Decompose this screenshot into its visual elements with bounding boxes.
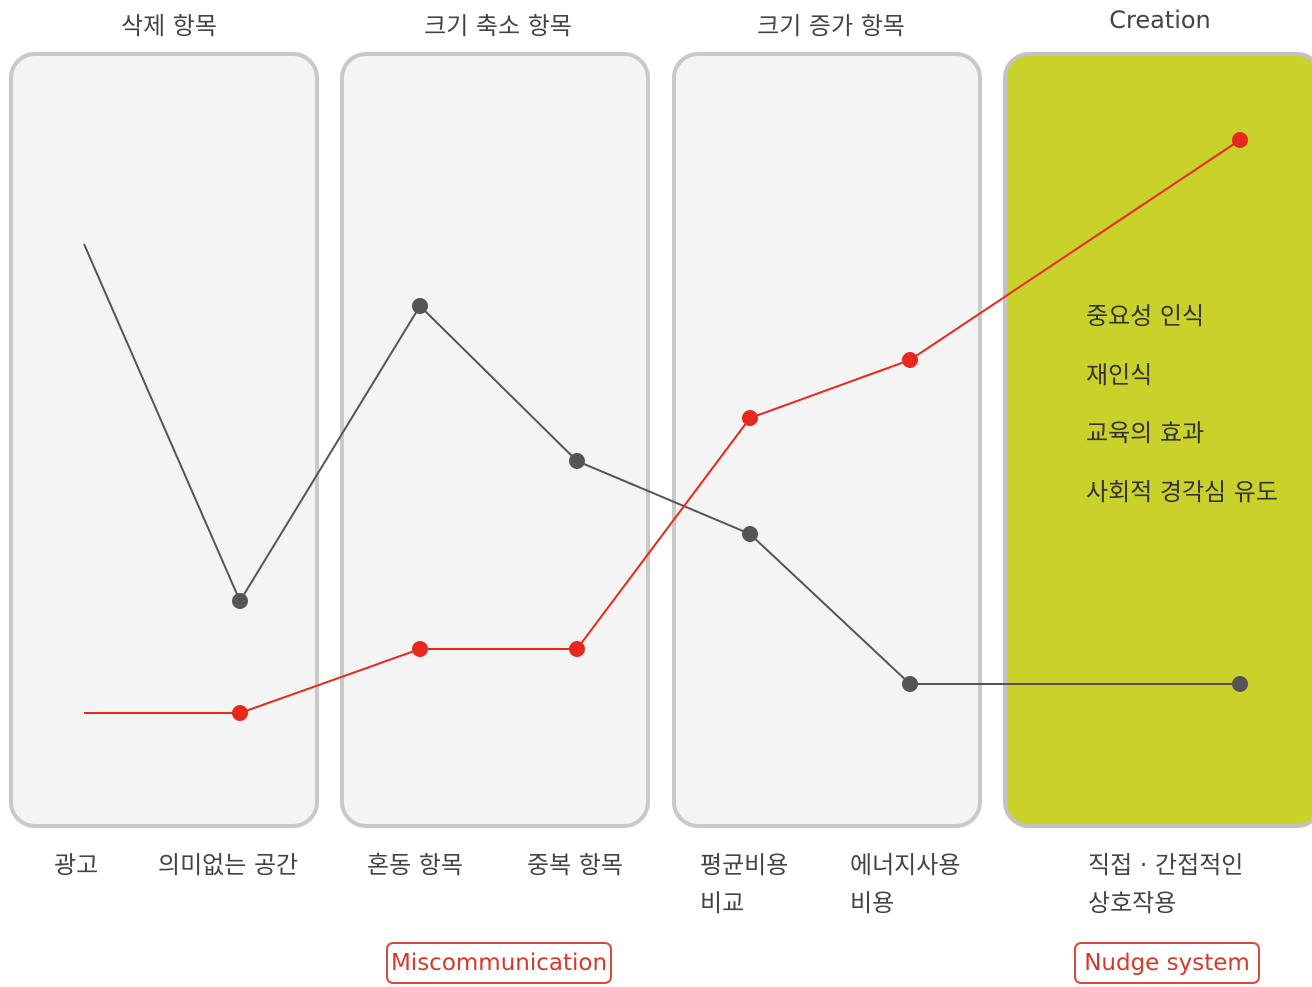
gray-points	[232, 298, 1248, 692]
panel-deletion	[9, 52, 319, 828]
panel-title-size-reduction: 크기 축소 항목	[424, 12, 572, 40]
x-label-line: 에너지사용	[850, 851, 961, 879]
red-point	[232, 705, 248, 721]
red-point	[1232, 132, 1248, 148]
x-label-energy-cost: 에너지사용 비용	[850, 846, 960, 922]
x-label-interaction: 직접 · 간접적인 상호작용	[1088, 846, 1243, 922]
x-label-line: 평균비용	[700, 851, 789, 879]
x-label-ads: 광고	[54, 846, 98, 884]
creation-note: 교육의 효과	[1086, 419, 1205, 447]
panel-size-reduction	[340, 52, 650, 828]
red-trend-line	[84, 139, 1241, 714]
gray-point	[1232, 676, 1248, 692]
red-point	[569, 641, 585, 657]
red-point	[902, 352, 918, 368]
x-label-line: 혼동 항목	[367, 851, 463, 879]
x-label-confusing-items: 혼동 항목	[367, 846, 463, 884]
gray-point	[902, 676, 918, 692]
red-point	[412, 641, 428, 657]
red-point	[742, 410, 758, 426]
gray-point	[569, 453, 585, 469]
x-label-line: 직접 · 간접적인	[1088, 851, 1244, 879]
panel-size-increase	[672, 52, 982, 828]
creation-note: 재인식	[1086, 361, 1153, 389]
x-label-average-cost: 평균비용 비교	[700, 846, 788, 922]
x-label-line: 중복 항목	[527, 851, 623, 879]
creation-note: 사회적 경각심 유도	[1086, 478, 1278, 506]
x-label-line: 의미없는 공간	[158, 851, 299, 879]
panel-title-deletion: 삭제 항목	[121, 12, 217, 40]
gray-point	[232, 593, 248, 609]
nudge-system-badge: Nudge system	[1074, 942, 1260, 984]
gray-point	[742, 526, 758, 542]
red-points	[232, 132, 1248, 721]
miscommunication-badge: Miscommunication	[386, 942, 612, 984]
gray-point	[412, 298, 428, 314]
panel-title-size-increase: 크기 증가 항목	[757, 12, 905, 40]
panel-title-creation: Creation	[1109, 6, 1211, 34]
panel-creation	[1003, 52, 1312, 828]
x-label-meaningless-space: 의미없는 공간	[158, 846, 298, 884]
gray-trend-line	[83, 243, 1240, 685]
x-label-duplicate-items: 중복 항목	[527, 846, 623, 884]
x-label-line: 상호작용	[1088, 889, 1177, 917]
creation-note: 중요성 인식	[1086, 302, 1205, 330]
x-label-line: 비교	[700, 889, 745, 917]
x-label-line: 광고	[54, 851, 99, 879]
x-label-line: 비용	[850, 889, 895, 917]
